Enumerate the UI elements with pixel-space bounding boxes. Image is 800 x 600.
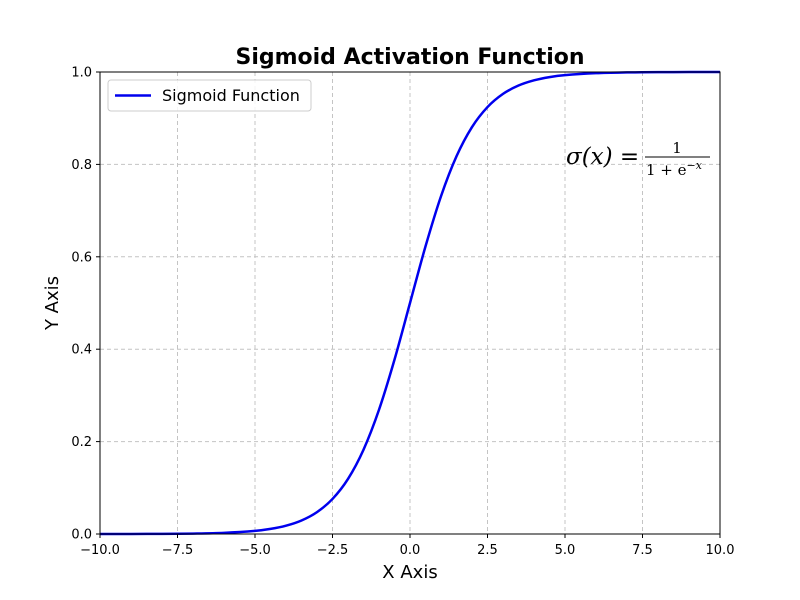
formula-annotation: σ(x) = 1 1 + e−x xyxy=(566,139,710,179)
x-tick-label: −5.0 xyxy=(239,543,271,558)
y-tick-label: 0.2 xyxy=(71,435,92,450)
y-tick-label: 0.0 xyxy=(71,528,92,543)
x-tick-label: 10.0 xyxy=(706,543,735,558)
x-axis-ticks: −10.0 −7.5 −5.0 −2.5 0.0 2.5 5.0 7.5 10.0 xyxy=(80,534,734,558)
y-axis-title: Y Axis xyxy=(42,276,63,331)
formula-denominator: 1 + e−x xyxy=(646,159,703,179)
formula-lhs: σ(x) = xyxy=(566,144,639,170)
x-tick-label: 7.5 xyxy=(632,543,653,558)
legend: Sigmoid Function xyxy=(107,79,312,112)
y-tick-label: 1.0 xyxy=(71,66,92,81)
y-tick-label: 0.8 xyxy=(71,158,92,173)
formula-denominator-exponent: −x xyxy=(687,159,703,172)
x-tick-label: −7.5 xyxy=(162,543,194,558)
x-axis-title: X Axis xyxy=(382,562,437,583)
x-tick-label: −10.0 xyxy=(80,543,120,558)
grid xyxy=(100,72,720,534)
legend-label: Sigmoid Function xyxy=(162,86,300,105)
x-tick-label: −2.5 xyxy=(317,543,349,558)
chart-title: Sigmoid Activation Function xyxy=(235,45,584,70)
x-tick-label: 0.0 xyxy=(400,543,421,558)
series-line-sigmoid xyxy=(99,70,721,536)
legend-box xyxy=(107,79,312,112)
formula-denominator-base: 1 + e xyxy=(646,161,687,179)
y-axis-ticks: 0.0 0.2 0.4 0.6 0.8 1.0 xyxy=(71,66,100,543)
x-tick-label: 2.5 xyxy=(477,543,498,558)
x-tick-label: 5.0 xyxy=(555,543,576,558)
series-layer xyxy=(99,70,721,536)
y-tick-label: 0.6 xyxy=(71,250,92,265)
formula-numerator: 1 xyxy=(672,139,682,157)
y-tick-label: 0.4 xyxy=(71,343,92,358)
